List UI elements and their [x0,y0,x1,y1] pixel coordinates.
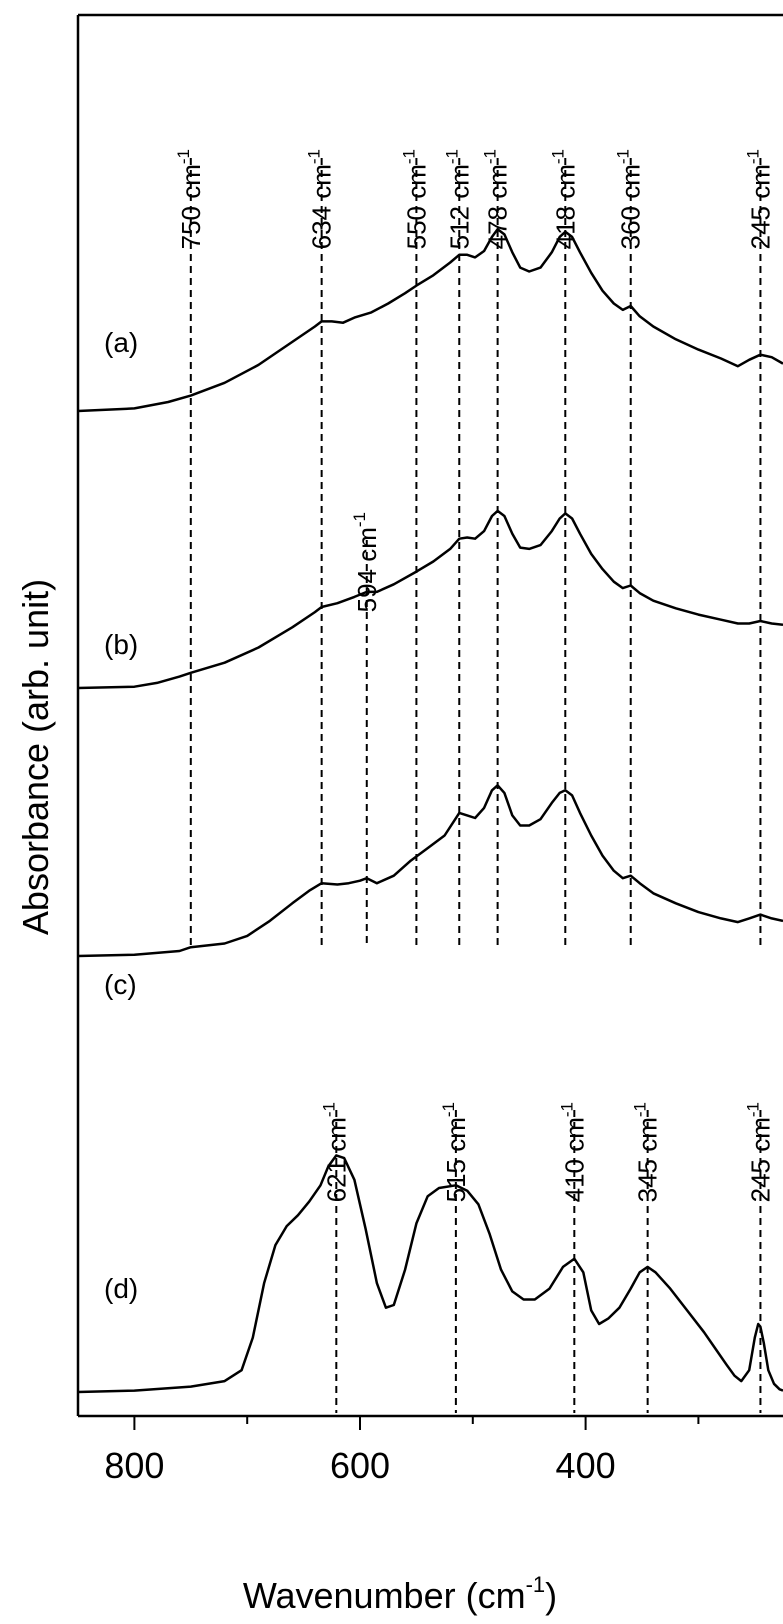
spectrum-line-3 [77,784,783,958]
x-axis-ticks: 800 600 400 [104,1416,700,1486]
series-label: (a) [104,327,138,358]
series-label: (c) [104,969,137,1000]
peak-label: 515 cm-1 [439,1102,471,1202]
y-axis-label: Absorbance (arb. unit) [15,579,56,935]
x-axis-label: Wavenumber (cm-1) [243,1572,557,1616]
x-tick-label: 600 [330,1445,390,1486]
series-label: (b) [104,629,138,660]
x-axis-label-sup: -1 [526,1572,546,1597]
spectra-series: (a) (b) (c) (d) [77,227,783,1394]
peak-label: 360 cm-1 [614,149,646,249]
peak-label: 512 cm-1 [442,149,474,249]
spectrum-line-2 [77,509,783,690]
peak-label: 621 cm-1 [319,1102,351,1202]
peak-label: 550 cm-1 [399,149,431,249]
x-tick-label: 400 [556,1445,616,1486]
peak-label: 750 cm-1 [174,149,206,249]
peak-label: 418 cm-1 [548,149,580,249]
series-label: (d) [104,1273,138,1304]
peak-label: 478 cm-1 [481,149,513,249]
peak-label: 245 cm-1 [743,149,775,249]
peak-label: 345 cm-1 [631,1102,663,1202]
peak-label: 410 cm-1 [557,1102,589,1202]
x-axis-label-main: Wavenumber (cm [243,1575,526,1616]
x-tick-label: 800 [104,1445,164,1486]
spectrum-line-1 [77,227,783,413]
spectrum-line-4 [77,1154,783,1394]
peak-label: 634 cm-1 [305,149,337,249]
peak-label: 245 cm-1 [743,1102,775,1202]
x-axis-label-close: ) [545,1575,557,1616]
peak-label: 594 cm-1 [350,512,382,612]
